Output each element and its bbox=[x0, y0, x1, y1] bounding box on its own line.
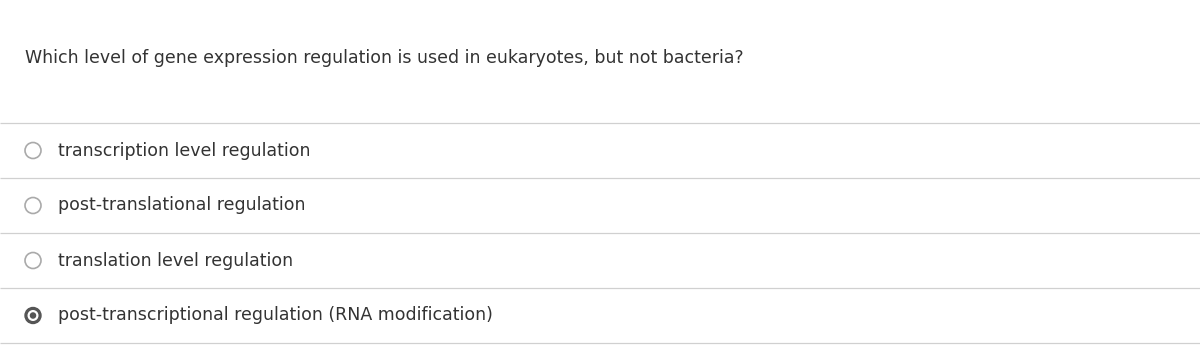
Text: Which level of gene expression regulation is used in eukaryotes, but not bacteri: Which level of gene expression regulatio… bbox=[25, 49, 744, 67]
Text: post-transcriptional regulation (RNA modification): post-transcriptional regulation (RNA mod… bbox=[58, 306, 493, 325]
Text: post-translational regulation: post-translational regulation bbox=[58, 196, 306, 215]
Circle shape bbox=[25, 307, 41, 323]
Circle shape bbox=[30, 313, 36, 318]
Text: transcription level regulation: transcription level regulation bbox=[58, 142, 311, 159]
Text: translation level regulation: translation level regulation bbox=[58, 252, 293, 269]
Circle shape bbox=[29, 311, 38, 320]
